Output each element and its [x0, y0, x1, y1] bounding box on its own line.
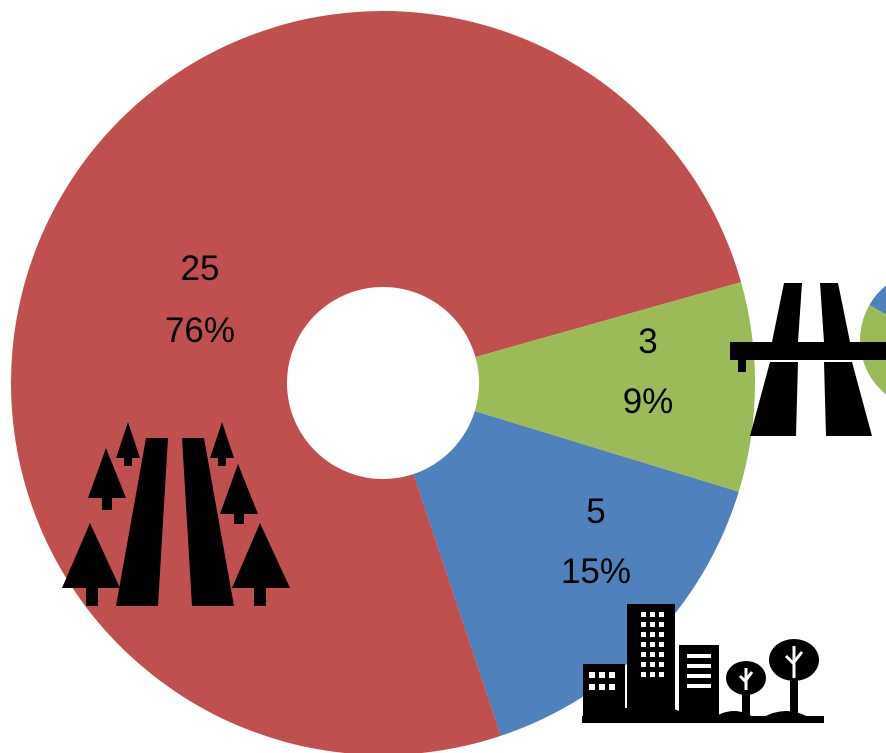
city-buildings-trees-icon: [582, 604, 824, 723]
slice-label-percent-forest: 76%: [165, 311, 235, 350]
slice-label-value-forest: 25: [181, 249, 220, 288]
forest-road-icon: [62, 422, 290, 606]
slice-label-percent-city: 15%: [561, 552, 631, 591]
slice-label-value-highway: 3: [638, 322, 657, 361]
secondary-doughnut-chart: [860, 285, 886, 395]
slice-city: [413, 411, 739, 736]
highway-overpass-icon: [730, 283, 886, 436]
slice-highway: [474, 282, 756, 492]
slice-label-value-city: 5: [586, 492, 605, 531]
slice-label-percent-highway: 9%: [623, 382, 674, 421]
secondary-slice: [869, 285, 886, 315]
